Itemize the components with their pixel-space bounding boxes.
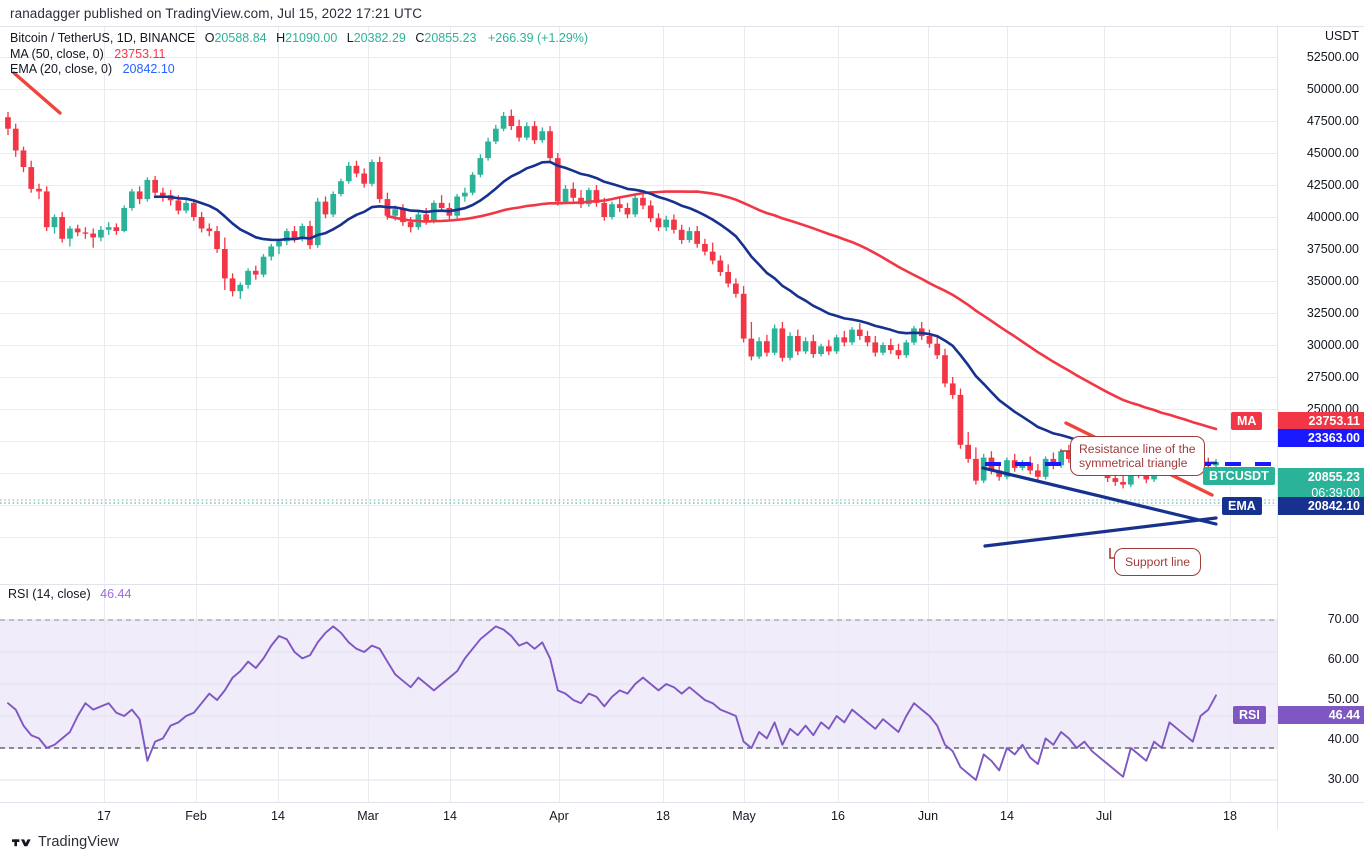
- price-tick: 35000.00: [1306, 274, 1359, 288]
- time-tick: Apr: [549, 809, 569, 823]
- time-tick: 18: [1223, 809, 1237, 823]
- bottom-bar: TradingView: [0, 829, 1364, 855]
- price-tick: 52500.00: [1306, 50, 1359, 64]
- ma-axis-pill[interactable]: MA: [1231, 412, 1263, 430]
- candlestick-series: [5, 109, 1219, 489]
- rsi-tick: 40.00: [1327, 732, 1359, 746]
- rsi-pane[interactable]: RSI (14, close) 46.44: [0, 584, 1277, 803]
- ma-price-tag[interactable]: 23753.11: [1278, 412, 1364, 430]
- triangle-support-trendline[interactable]: [983, 516, 1218, 548]
- price-gridlines-horizontal: [0, 57, 1277, 538]
- ema-axis-pill[interactable]: EMA: [1222, 497, 1262, 515]
- price-tick: 32500.00: [1306, 306, 1359, 320]
- time-tick: 14: [443, 809, 457, 823]
- time-tick: 14: [1000, 809, 1014, 823]
- price-tick: 40000.00: [1306, 210, 1359, 224]
- resistance-note-line2: symmetrical triangle: [1079, 456, 1188, 470]
- time-tick: 16: [831, 809, 845, 823]
- price-axis[interactable]: USDT 52500.00 50000.00 47500.00 45000.00…: [1277, 27, 1364, 802]
- price-axis-unit: USDT: [1324, 29, 1359, 43]
- rsi-tick: 30.00: [1327, 772, 1359, 786]
- rsi-tick: 70.00: [1327, 612, 1359, 626]
- rsi-tick: 60.00: [1327, 652, 1359, 666]
- ema-20-line: [153, 160, 1218, 465]
- last-price-countdown: 06:39:00: [1311, 486, 1360, 500]
- time-tick: 14: [271, 809, 285, 823]
- rsi-line: [7, 625, 1217, 781]
- rsi-value-tag[interactable]: 46.44: [1278, 706, 1364, 724]
- price-tick: 37500.00: [1306, 242, 1359, 256]
- time-tick: Mar: [357, 809, 379, 823]
- tradingview-logo-icon: [12, 838, 31, 846]
- price-tick: 45000.00: [1306, 146, 1359, 160]
- price-pane[interactable]: Bitcoin / TetherUS, 1D, BINANCE O20588.8…: [0, 27, 1277, 583]
- support-note[interactable]: Support line: [1114, 548, 1202, 576]
- chart-frame: Bitcoin / TetherUS, 1D, BINANCE O20588.8…: [0, 26, 1364, 855]
- rsi-axis-pill[interactable]: RSI: [1233, 706, 1266, 724]
- time-tick: 18: [656, 809, 670, 823]
- rsi-plot: [0, 585, 1277, 803]
- time-tick: May: [732, 809, 756, 823]
- ma-50-line: [386, 190, 1218, 431]
- tradingview-wordmark: TradingView: [38, 834, 119, 850]
- price-tick: 27500.00: [1306, 370, 1359, 384]
- support-note-line1: Support line: [1125, 555, 1191, 569]
- resistance-price-tag[interactable]: 23363.00: [1278, 429, 1364, 447]
- triangle-resistance-trendline[interactable]: [981, 466, 1218, 526]
- price-tick: 42500.00: [1306, 178, 1359, 192]
- price-tick: 47500.00: [1306, 114, 1359, 128]
- rsi-gridlines-vertical: [104, 585, 1231, 803]
- time-axis-divider: [1277, 803, 1278, 830]
- tradingview-logo[interactable]: TradingView: [12, 834, 119, 850]
- time-tick: Jul: [1096, 809, 1112, 823]
- publisher-bar: ranadagger published on TradingView.com,…: [0, 0, 1364, 26]
- last-price-axis-pill[interactable]: BTCUSDT: [1203, 467, 1275, 485]
- time-tick: 17: [97, 809, 111, 823]
- time-tick: Jun: [917, 809, 939, 823]
- price-tick: 50000.00: [1306, 82, 1359, 96]
- time-tick: Feb: [185, 809, 207, 823]
- resistance-note-line1: Resistance line of the: [1079, 442, 1196, 456]
- price-plot: [0, 27, 1277, 583]
- time-axis[interactable]: 17 Feb 14 Mar 14 Apr 18 May 16 Jun 14 Ju…: [0, 802, 1364, 830]
- price-tick: 30000.00: [1306, 338, 1359, 352]
- resistance-note[interactable]: Resistance line of the symmetrical trian…: [1070, 436, 1205, 476]
- publisher-text: ranadagger published on TradingView.com,…: [10, 5, 423, 21]
- ema-price-tag[interactable]: 20842.10: [1278, 497, 1364, 515]
- price-gridlines-vertical: [104, 27, 1231, 583]
- rsi-tick: 50.00: [1327, 692, 1359, 706]
- last-price-value: 20855.23: [1307, 470, 1360, 484]
